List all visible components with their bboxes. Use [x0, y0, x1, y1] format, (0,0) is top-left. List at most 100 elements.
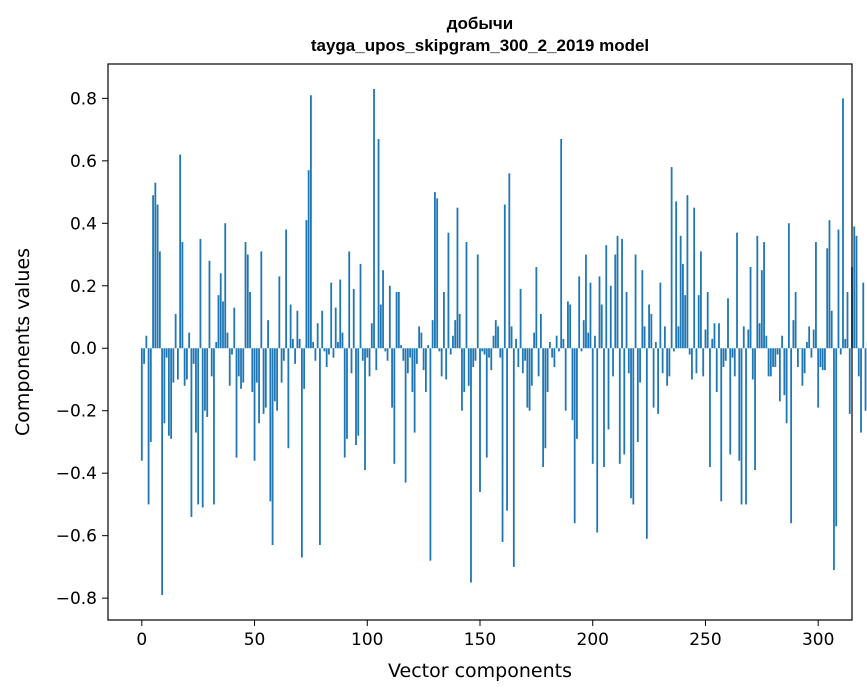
bar-16 — [176, 348, 179, 380]
bar-218 — [632, 348, 635, 505]
bar-319 — [860, 348, 862, 433]
bar-54 — [262, 348, 265, 414]
bar-152 — [483, 348, 486, 355]
bar-23 — [192, 348, 195, 364]
bar-151 — [481, 348, 484, 352]
bar-35 — [219, 273, 222, 349]
bar-73 — [305, 220, 308, 349]
bar-259 — [724, 348, 727, 361]
bar-289 — [792, 320, 795, 349]
bar-261 — [729, 348, 732, 455]
bar-49 — [251, 348, 254, 392]
bar-78 — [316, 323, 319, 349]
bar-203 — [598, 276, 601, 349]
bar-11 — [165, 348, 168, 358]
x-tick-label-5: 250 — [689, 630, 721, 650]
bar-263 — [733, 348, 736, 377]
bar-265 — [738, 348, 741, 461]
bar-80 — [321, 310, 324, 349]
bar-195 — [580, 348, 583, 352]
bar-281 — [774, 348, 777, 367]
bar-201 — [594, 335, 596, 349]
bar-207 — [607, 348, 610, 430]
y-tick-label-5: 0.2 — [70, 277, 97, 297]
bar-206 — [605, 245, 608, 349]
bar-301 — [819, 348, 822, 367]
bar-252 — [709, 348, 711, 467]
bar-272 — [754, 348, 756, 471]
bar-28 — [204, 348, 206, 411]
bar-183 — [553, 348, 556, 367]
bar-254 — [713, 323, 716, 349]
bar-136 — [447, 232, 450, 349]
bar-209 — [612, 348, 614, 377]
bar-74 — [307, 170, 310, 349]
bar-293 — [801, 348, 804, 386]
bar-157 — [494, 320, 497, 349]
bar-93 — [350, 348, 353, 374]
bar-309 — [837, 229, 840, 349]
bar-193 — [576, 348, 578, 439]
bar-109 — [386, 348, 389, 361]
bar-140 — [456, 207, 459, 349]
bar-223 — [643, 326, 646, 349]
bar-120 — [411, 348, 414, 392]
bar-196 — [582, 320, 585, 349]
bar-274 — [758, 323, 761, 349]
bar-25 — [197, 348, 200, 505]
bar-181 — [548, 342, 551, 349]
bar-169 — [521, 348, 524, 374]
bar-213 — [621, 238, 623, 349]
bar-129 — [431, 320, 434, 349]
bar-166 — [515, 338, 517, 349]
bar-43 — [237, 348, 240, 377]
bar-122 — [415, 348, 418, 364]
y-tick-label-6: 0.4 — [70, 214, 97, 234]
bar-46 — [244, 242, 247, 349]
bar-39 — [228, 348, 231, 386]
y-tick-label-4: 0.0 — [70, 339, 97, 359]
bar-208 — [609, 285, 612, 349]
bar-38 — [226, 332, 229, 349]
bar-149 — [476, 254, 479, 349]
bars-layer — [140, 88, 867, 596]
bar-12 — [167, 348, 170, 436]
bar-94 — [352, 288, 355, 349]
bar-242 — [686, 195, 689, 349]
bar-62 — [280, 348, 283, 383]
bar-222 — [641, 270, 644, 349]
bar-298 — [812, 329, 815, 349]
x-axis-ticks: 0 50 100 150 200 250 300 — [136, 620, 834, 650]
bar-160 — [501, 348, 504, 542]
bar-58 — [271, 348, 274, 546]
bar-316 — [853, 226, 856, 349]
bar-4 — [149, 348, 152, 442]
bar-48 — [249, 292, 251, 349]
bar-182 — [551, 348, 554, 358]
bar-192 — [573, 348, 576, 524]
bar-278 — [767, 348, 770, 377]
bar-188 — [564, 348, 567, 411]
bar-22 — [190, 348, 193, 517]
bar-283 — [778, 348, 781, 402]
bar-115 — [400, 345, 402, 349]
bar-190 — [569, 304, 572, 349]
bar-108 — [384, 348, 387, 352]
bar-135 — [445, 348, 448, 380]
bar-118 — [406, 348, 409, 374]
bar-204 — [600, 304, 603, 349]
bar-282 — [776, 348, 779, 355]
bar-241 — [684, 295, 687, 349]
bar-225 — [648, 304, 650, 349]
bar-171 — [526, 348, 529, 408]
bar-57 — [269, 348, 272, 502]
bar-240 — [682, 263, 684, 349]
bar-177 — [539, 313, 542, 349]
bar-172 — [528, 348, 531, 411]
bar-33 — [215, 342, 218, 349]
bar-98 — [361, 348, 364, 361]
bar-97 — [359, 263, 362, 349]
bar-3 — [147, 348, 150, 505]
